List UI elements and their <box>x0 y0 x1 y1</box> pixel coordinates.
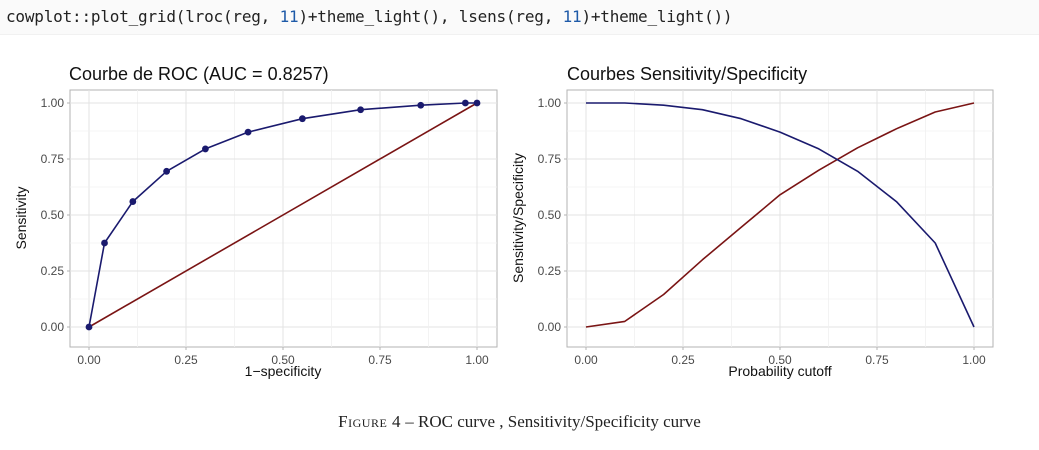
roc-x-tick-label: 0.50 <box>271 353 295 367</box>
code-suffix: )+theme_light()) <box>581 7 733 26</box>
figure-caption: Figure 4 – ROC curve , Sensitivity/Speci… <box>0 412 1039 432</box>
sens-spec-series-line-2 <box>585 102 975 328</box>
roc-y-axis-label: Sensitivity <box>13 186 29 249</box>
sens-spec-chart-title: Courbes Sensitivity/Specificity <box>567 64 807 84</box>
code-text: cowplot::plot_grid(lroc(reg, 11)+theme_l… <box>6 7 733 26</box>
roc-data-point <box>85 323 93 331</box>
sens-spec-y-tick-label: 0.25 <box>538 264 562 278</box>
roc-chart: Courbe de ROC (AUC = 0.8257) 0.00 0.25 0.5… <box>13 64 498 379</box>
sens-spec-x-tick-label: 0.00 <box>574 353 598 367</box>
charts-area: Courbe de ROC (AUC = 0.8257) 0.00 0.25 0.5… <box>13 64 994 379</box>
roc-y-tick-label: 1.00 <box>41 96 65 110</box>
sens-spec-chart: Courbes Sensitivity/Specificity 0.00 0.25… <box>510 64 994 379</box>
sens-spec-x-tick-label: 0.25 <box>671 353 695 367</box>
roc-y-tick-label: 0.25 <box>41 264 65 278</box>
caption-label: Figure 4 <box>338 412 402 431</box>
roc-data-point <box>244 128 252 136</box>
roc-y-tick-label: 0.00 <box>41 320 65 334</box>
roc-data-point <box>417 101 425 109</box>
roc-x-tick-label: 0.25 <box>174 353 198 367</box>
code-number-1: 11 <box>279 7 299 26</box>
code-number-2: 11 <box>562 7 582 26</box>
roc-data-point <box>202 145 209 153</box>
code-middle: )+theme_light(), lsens(reg, <box>298 7 563 26</box>
roc-x-tick-label: 0.75 <box>368 353 392 367</box>
code-prefix: cowplot::plot_grid(lroc(reg, <box>6 7 280 26</box>
sens-spec-ticks: 0.00 0.25 0.50 0.75 1.00 0.00 0.25 0.50 0.75 1.00 <box>538 96 986 367</box>
roc-data-point <box>101 239 108 247</box>
roc-y-tick-label: 0.50 <box>41 208 65 222</box>
sens-spec-y-tick-label: 0.75 <box>538 152 562 166</box>
roc-data-point <box>473 99 481 107</box>
roc-ticks: 0.00 0.25 0.50 0.75 1.00 0.00 0.25 0.50 0.75 1.00 <box>41 96 489 367</box>
roc-x-tick-label: 1.00 <box>465 353 489 367</box>
roc-series <box>85 99 481 331</box>
roc-x-axis-label: 1−specificity <box>245 363 322 379</box>
roc-x-tick-label: 0.00 <box>77 353 101 367</box>
sens-spec-x-axis-label: Probability cutoff <box>728 363 831 379</box>
code-line: cowplot::plot_grid(lroc(reg, 11)+theme_l… <box>0 0 1039 35</box>
caption-text: ROC curve , Sensitivity/Specificity curv… <box>418 412 701 431</box>
roc-data-point <box>357 106 364 114</box>
caption-dash: – <box>401 412 419 431</box>
sens-spec-x-tick-label: 0.75 <box>865 353 889 367</box>
roc-chart-title: Courbe de ROC (AUC = 0.8257) <box>69 64 329 84</box>
sens-spec-x-tick-label: 1.00 <box>962 353 986 367</box>
sens-spec-x-tick-label: 0.50 <box>768 353 792 367</box>
roc-y-tick-label: 0.75 <box>41 152 65 166</box>
sens-spec-series-line-1 <box>586 102 975 328</box>
sens-spec-series <box>585 102 975 328</box>
roc-data-point <box>163 167 171 175</box>
roc-data-point <box>299 115 306 123</box>
roc-series-line-2 <box>88 102 478 328</box>
sens-spec-y-tick-label: 0.50 <box>538 208 562 222</box>
sens-spec-y-axis-label: Sensitivity/Specificity <box>510 153 526 283</box>
sens-spec-grid <box>567 90 993 347</box>
sens-spec-y-tick-label: 1.00 <box>538 96 562 110</box>
roc-data-point <box>129 198 137 205</box>
sens-spec-y-tick-label: 0.00 <box>538 320 562 334</box>
roc-data-point <box>461 99 469 107</box>
